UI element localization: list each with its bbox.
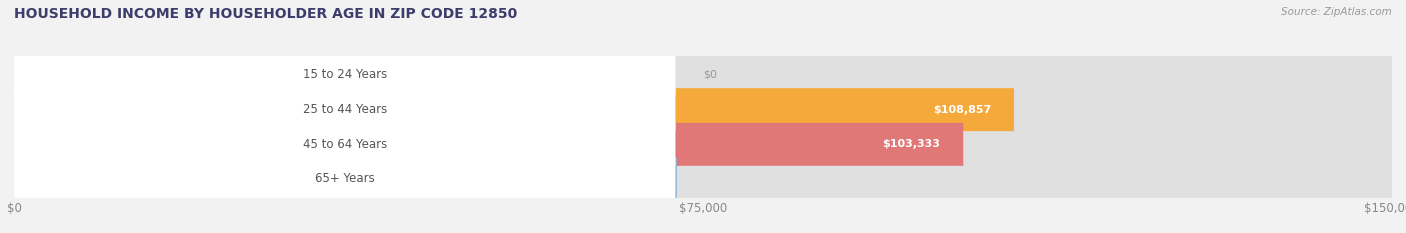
Text: $72,143: $72,143 [603, 174, 654, 184]
Text: HOUSEHOLD INCOME BY HOUSEHOLDER AGE IN ZIP CODE 12850: HOUSEHOLD INCOME BY HOUSEHOLDER AGE IN Z… [14, 7, 517, 21]
FancyBboxPatch shape [14, 123, 1392, 166]
FancyBboxPatch shape [14, 54, 675, 96]
Text: 25 to 44 Years: 25 to 44 Years [302, 103, 387, 116]
Text: 45 to 64 Years: 45 to 64 Years [302, 138, 387, 151]
Text: $0: $0 [703, 70, 717, 80]
FancyBboxPatch shape [14, 123, 963, 166]
Text: $103,333: $103,333 [883, 139, 941, 149]
FancyBboxPatch shape [14, 88, 1392, 131]
FancyBboxPatch shape [14, 88, 675, 131]
Text: $108,857: $108,857 [932, 105, 991, 115]
Text: 15 to 24 Years: 15 to 24 Years [302, 69, 387, 82]
Text: Source: ZipAtlas.com: Source: ZipAtlas.com [1281, 7, 1392, 17]
FancyBboxPatch shape [14, 158, 675, 200]
FancyBboxPatch shape [14, 54, 1392, 96]
FancyBboxPatch shape [14, 88, 1014, 131]
FancyBboxPatch shape [14, 123, 675, 166]
FancyBboxPatch shape [14, 158, 676, 200]
FancyBboxPatch shape [14, 158, 1392, 200]
Text: 65+ Years: 65+ Years [315, 172, 374, 185]
